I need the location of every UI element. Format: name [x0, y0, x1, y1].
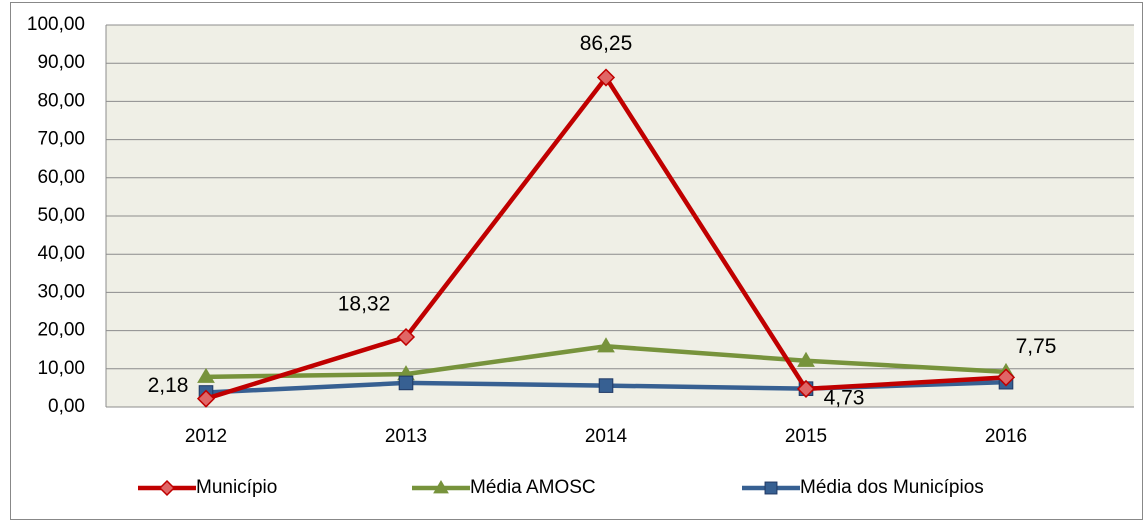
data-label: 7,75 [1016, 335, 1057, 358]
x-tick-label: 2013 [385, 426, 427, 447]
y-tick-label: 10,00 [37, 358, 85, 379]
legend-label: Média AMOSC [470, 477, 596, 498]
legend-label: Média dos Municípios [800, 477, 984, 498]
data-point [797, 351, 815, 367]
y-tick-label: 20,00 [37, 320, 85, 341]
y-tick-label: 50,00 [37, 205, 85, 226]
y-tick-label: 90,00 [37, 52, 85, 73]
legend-label: Município [196, 477, 277, 498]
legend-marker [764, 481, 778, 495]
y-tick-label: 0,00 [48, 396, 85, 417]
x-tick-label: 2016 [985, 426, 1027, 447]
data-point [196, 389, 216, 408]
data-point [596, 68, 616, 87]
x-tick-label: 2014 [585, 426, 628, 447]
y-tick-label: 70,00 [37, 129, 85, 150]
data-point [396, 327, 416, 347]
x-tick-label: 2012 [185, 426, 227, 447]
y-tick-label: 60,00 [37, 167, 85, 188]
data-label: 86,25 [580, 32, 633, 55]
data-point [398, 375, 414, 391]
data-label: 2,18 [148, 374, 189, 397]
data-point [796, 379, 816, 398]
y-tick-label: 40,00 [37, 243, 85, 264]
data-label: 18,32 [338, 293, 391, 316]
y-tick-label: 80,00 [37, 90, 85, 111]
data-point [996, 368, 1016, 387]
legend-marker [158, 479, 176, 497]
data-label: 4,73 [824, 386, 865, 409]
data-point [598, 378, 614, 393]
y-tick-label: 100,00 [27, 14, 85, 35]
y-tick-label: 30,00 [37, 281, 85, 302]
legend-marker [433, 480, 449, 494]
x-tick-label: 2015 [785, 426, 827, 447]
data-point [197, 367, 215, 383]
data-point [597, 337, 615, 353]
